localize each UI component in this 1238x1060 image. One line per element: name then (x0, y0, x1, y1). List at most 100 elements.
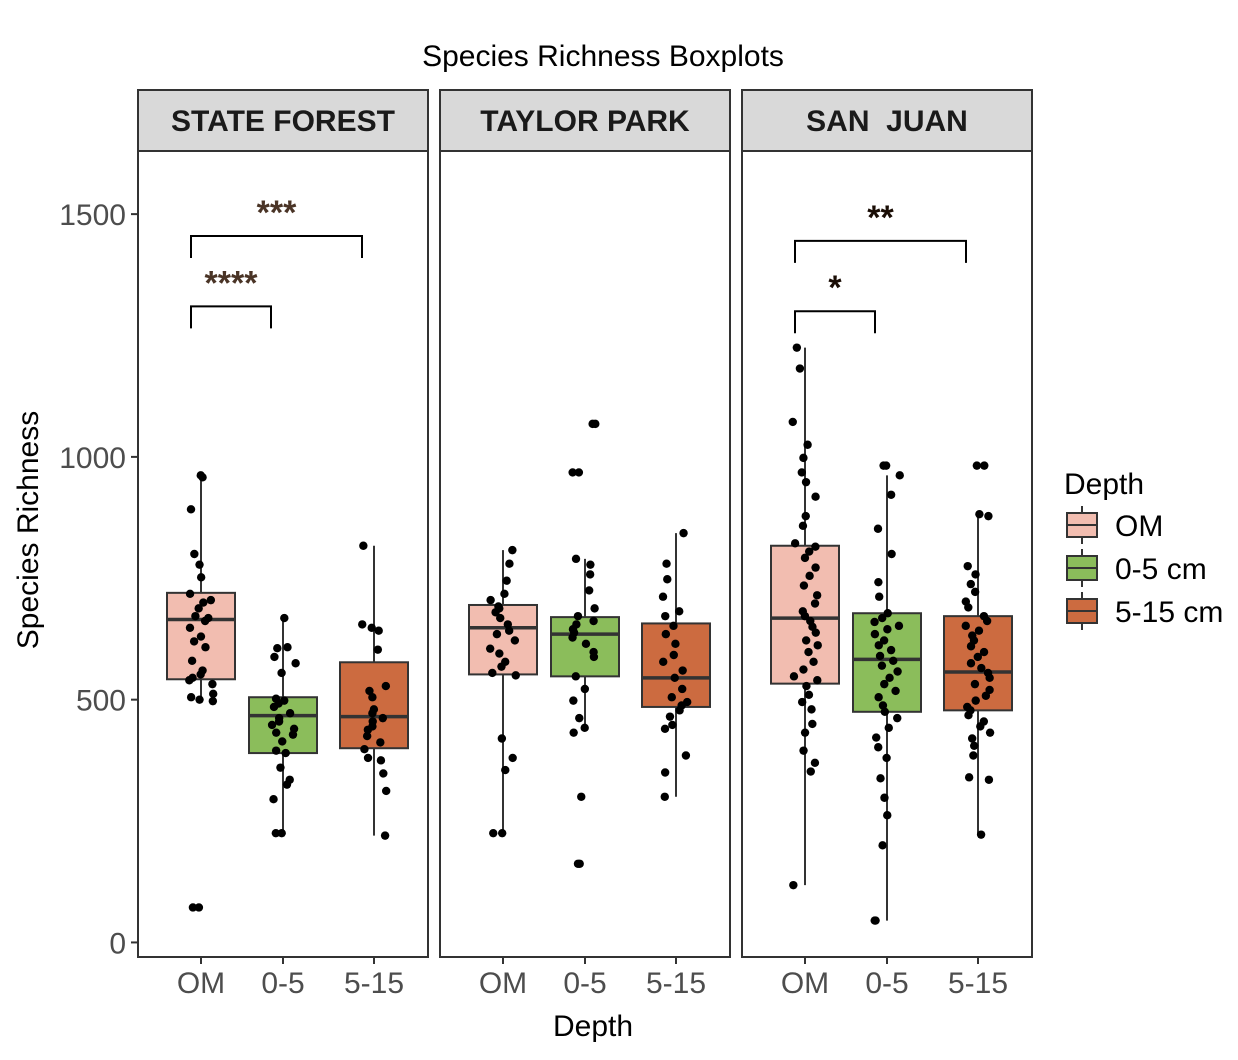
box-state-forest-5-15 (339, 541, 409, 840)
data-point (670, 673, 679, 683)
data-point (272, 728, 281, 737)
strip-state-forest (137, 89, 429, 152)
y-axis-title: Species Richness (12, 411, 45, 649)
data-point (373, 645, 383, 654)
data-point (580, 723, 589, 733)
data-point (497, 662, 506, 671)
data-point (813, 641, 822, 650)
data-point (807, 705, 816, 714)
data-point (970, 587, 980, 597)
data-point (971, 570, 980, 579)
data-point (805, 571, 814, 581)
data-point (190, 549, 199, 559)
legend-label: 0-5 cm (1115, 553, 1207, 586)
data-point (187, 656, 197, 666)
data-point (799, 453, 808, 463)
data-point (510, 636, 520, 645)
points-taylor-park-0-5 (568, 419, 600, 868)
legend-label: OM (1115, 510, 1163, 543)
data-point (804, 647, 813, 657)
data-point (894, 621, 904, 631)
data-point (813, 676, 822, 685)
data-point (970, 679, 980, 689)
data-point (368, 693, 377, 702)
data-point (667, 693, 676, 702)
data-point (492, 629, 502, 639)
data-point (681, 751, 691, 760)
data-point (788, 417, 797, 427)
data-point (196, 632, 206, 641)
data-point (278, 737, 287, 746)
data-point (809, 657, 818, 666)
data-point (363, 725, 373, 734)
data-point (671, 639, 680, 649)
data-point (497, 828, 507, 838)
data-point (889, 656, 898, 666)
data-point (571, 554, 581, 564)
box-san-juan-0-5 (852, 461, 922, 925)
data-point (895, 471, 904, 480)
data-point (982, 616, 992, 626)
data-point (801, 477, 811, 487)
data-point (967, 734, 977, 743)
data-point (365, 686, 374, 696)
strip-san-juan (741, 89, 1033, 152)
data-point (569, 696, 578, 705)
data-point (964, 711, 973, 720)
data-point (874, 693, 883, 702)
data-point (792, 343, 802, 352)
data-point (580, 684, 590, 694)
data-point (281, 748, 290, 758)
points-san-juan-0-5 (870, 461, 904, 925)
data-point (878, 841, 887, 850)
data-point (502, 576, 511, 585)
data-point (206, 595, 216, 605)
data-point (878, 701, 888, 710)
data-point (660, 724, 670, 733)
data-point (358, 620, 367, 629)
data-point (812, 591, 822, 600)
data-point (806, 767, 815, 776)
data-point (269, 794, 278, 804)
data-point (875, 651, 885, 661)
data-point (675, 706, 684, 715)
data-point (811, 492, 820, 501)
data-point (491, 608, 500, 617)
data-point (877, 661, 887, 670)
data-point (660, 792, 669, 801)
data-point (976, 722, 985, 731)
panel-taylor-park: TAYLOR PARK OM 0-5 5-15 (439, 89, 731, 1000)
data-point (802, 681, 811, 691)
data-point (966, 659, 976, 668)
data-point (379, 769, 388, 778)
data-point (575, 859, 584, 868)
x-tick-label-0-5: 0-5 (261, 967, 304, 1000)
comparison-bracket (794, 239, 967, 263)
data-point (963, 561, 972, 571)
y-tick-label: 1000 (59, 442, 126, 475)
data-point (893, 713, 902, 723)
data-point (966, 579, 976, 589)
panel-border-taylor-park (439, 150, 731, 958)
x-axis-title: Depth (553, 1010, 633, 1043)
data-point (185, 589, 195, 599)
legend-label: 5-15 cm (1115, 596, 1223, 629)
data-point (893, 667, 902, 676)
data-point (799, 665, 808, 674)
data-point (271, 828, 281, 838)
x-tick-label-om: OM (177, 967, 225, 1000)
data-point (380, 831, 390, 840)
significance-label: *** (257, 194, 297, 232)
data-point (810, 599, 820, 608)
data-point (209, 689, 218, 699)
data-point (285, 709, 295, 718)
data-point (799, 746, 808, 755)
data-point (799, 581, 809, 590)
data-point (871, 916, 880, 925)
data-point (870, 629, 880, 639)
data-point (367, 623, 376, 633)
data-point (360, 744, 369, 754)
data-point (976, 830, 986, 839)
data-point (660, 768, 670, 777)
